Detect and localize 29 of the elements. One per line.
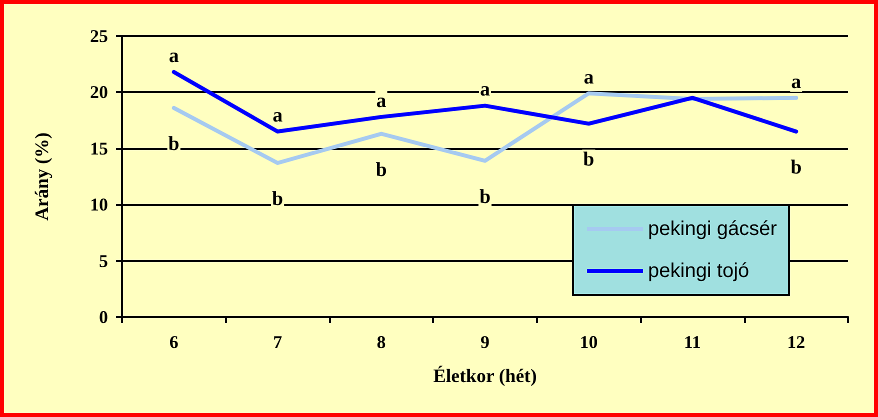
y-axis-title: Arány (%) <box>32 132 53 221</box>
y-tick-label: 10 <box>90 194 108 215</box>
y-tick-label: 25 <box>90 26 108 46</box>
data-label: a <box>272 104 283 127</box>
y-tick-label: 15 <box>90 138 108 158</box>
y-tick-label: 5 <box>99 250 108 271</box>
data-label: b <box>479 186 491 208</box>
data-label: a <box>376 90 386 112</box>
data-label: b <box>272 188 284 210</box>
data-label: b <box>583 148 594 171</box>
data-label: a <box>480 78 490 101</box>
data-label: b <box>790 156 802 179</box>
data-label: b <box>376 158 387 181</box>
legend-label: pekingi tojó <box>648 260 750 282</box>
data-label: a <box>791 70 802 93</box>
x-tick-label: 6 <box>169 332 178 352</box>
legend-label: pekingi gácsér <box>648 218 778 240</box>
x-axis-title: Életkor (hét) <box>433 365 537 387</box>
x-tick-label: 9 <box>480 332 490 352</box>
data-label: b <box>168 132 180 155</box>
x-tick-label: 8 <box>376 332 386 352</box>
x-tick-label: 10 <box>580 332 598 352</box>
y-tick-label: 0 <box>99 307 108 327</box>
data-label: a <box>584 66 594 88</box>
x-tick-label: 11 <box>684 332 701 352</box>
x-tick-label: 7 <box>273 332 282 352</box>
x-tick-label: 12 <box>787 332 806 352</box>
y-tick-label: 20 <box>90 82 108 102</box>
data-label: a <box>168 44 179 67</box>
